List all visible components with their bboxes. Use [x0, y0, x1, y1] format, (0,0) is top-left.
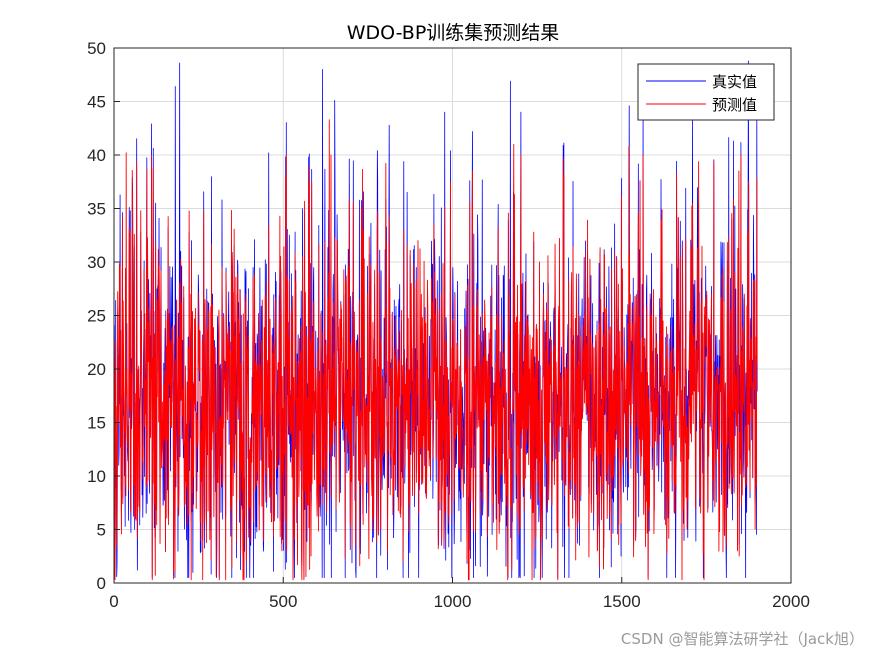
y-tick-label: 10 — [87, 467, 106, 486]
y-tick-label: 0 — [97, 574, 106, 593]
legend-label: 预测值 — [712, 96, 757, 114]
x-tick-label: 1500 — [603, 592, 641, 611]
ticks: 0 500 1000 1500 2000 0 5 10 15 20 25 30 35 40 45 50 — [87, 39, 810, 611]
x-tick-label: 0 — [109, 592, 118, 611]
chart-title: WDO-BP训练集预测结果 — [347, 22, 560, 44]
legend-box — [637, 63, 775, 121]
axes: 0 500 1000 1500 2000 0 5 10 15 20 25 30 35 40 45 50 — [87, 39, 810, 611]
x-tick-label: 500 — [269, 592, 297, 611]
y-tick-label: 30 — [87, 253, 106, 272]
y-tick-label: 25 — [87, 307, 106, 326]
y-tick-label: 35 — [87, 200, 106, 219]
y-tick-label: 20 — [87, 360, 106, 379]
x-tick-label: 2000 — [772, 592, 810, 611]
y-tick-label: 15 — [87, 414, 106, 433]
y-tick-label: 45 — [87, 93, 106, 112]
series-lines — [113, 60, 758, 581]
y-tick-label: 40 — [87, 146, 106, 165]
watermark: CSDN @智能算法研学社（Jack旭） — [621, 630, 864, 648]
y-tick-label: 50 — [87, 39, 106, 58]
legend-label: 真实值 — [712, 73, 757, 91]
x-tick-label: 1000 — [434, 592, 472, 611]
series-line-pred — [113, 119, 758, 581]
y-tick-label: 5 — [97, 521, 106, 540]
